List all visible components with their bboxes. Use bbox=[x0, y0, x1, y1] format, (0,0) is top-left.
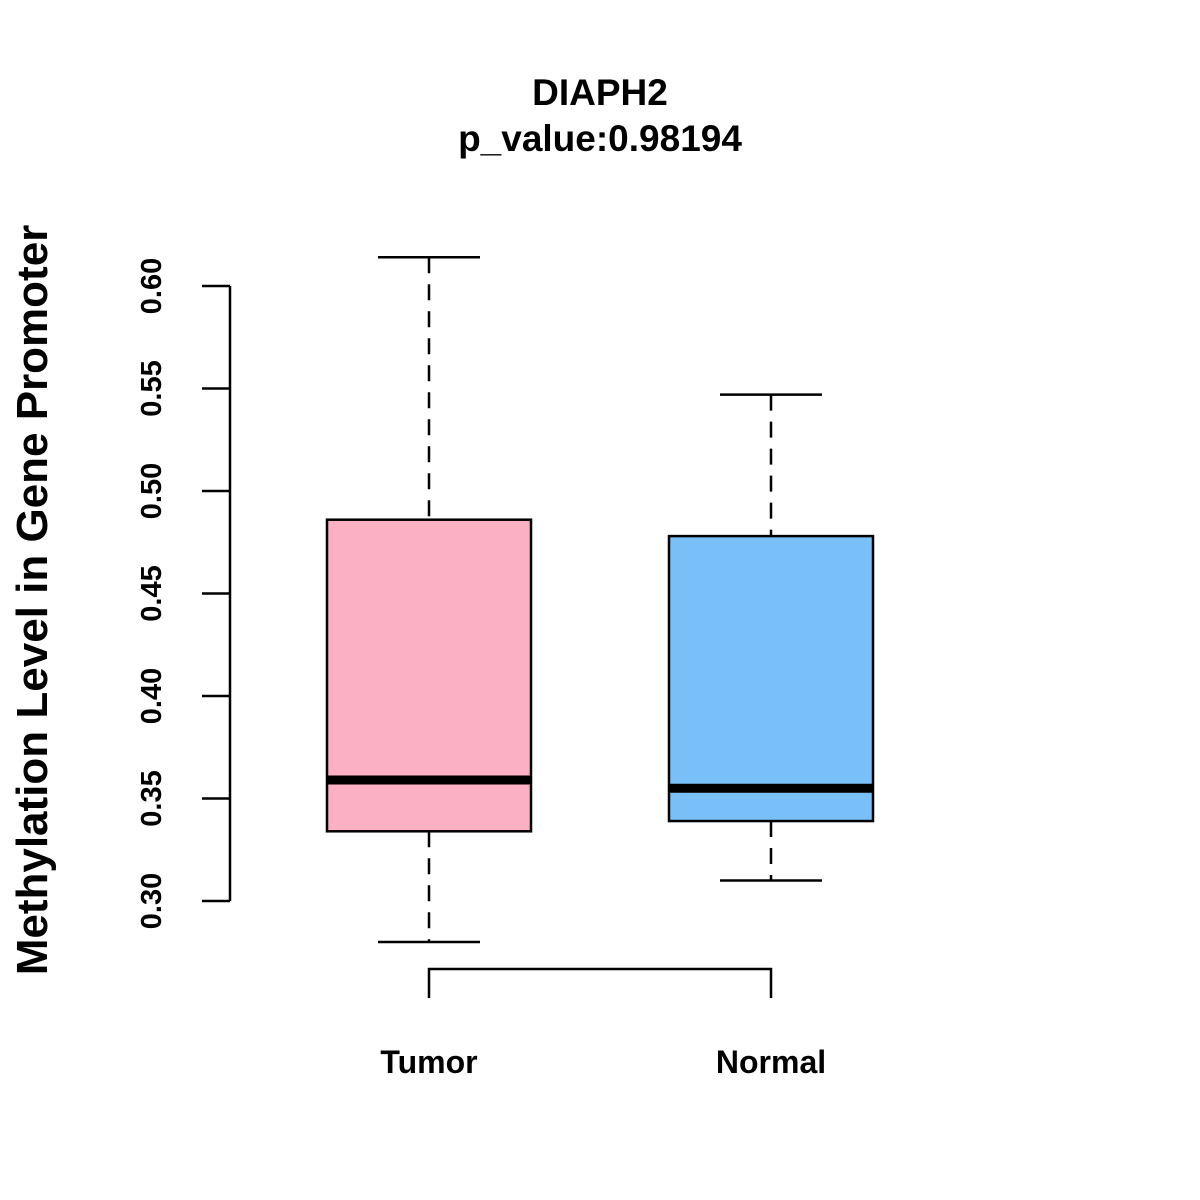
y-tick-label: 0.55 bbox=[136, 360, 168, 416]
y-axis: 0.30 0.35 0.40 0.45 0.50 0.55 0.60 bbox=[136, 258, 232, 929]
y-tick-label: 0.45 bbox=[136, 565, 168, 621]
y-tick-label: 0.35 bbox=[136, 770, 168, 826]
iqr-box bbox=[325, 518, 533, 833]
box-normal bbox=[667, 393, 875, 882]
x-axis-labels: Tumor Normal bbox=[380, 1044, 826, 1080]
chart-subtitle: p_value:0.98194 bbox=[458, 118, 742, 159]
box-tumor bbox=[325, 256, 533, 944]
x-category-label: Tumor bbox=[380, 1044, 477, 1080]
comparison-bracket bbox=[427, 967, 773, 998]
bracket-line bbox=[427, 967, 773, 998]
x-category-label: Normal bbox=[716, 1044, 826, 1080]
y-tick-label: 0.40 bbox=[136, 668, 168, 724]
y-tick-label: 0.30 bbox=[136, 873, 168, 929]
chart-title: DIAPH2 bbox=[532, 72, 668, 113]
y-axis-label: Methylation Level in Gene Promoter bbox=[8, 225, 57, 976]
box-group bbox=[325, 256, 875, 944]
iqr-box bbox=[667, 534, 875, 823]
y-tick-label: 0.60 bbox=[136, 258, 168, 314]
y-tick-label: 0.50 bbox=[136, 463, 168, 519]
